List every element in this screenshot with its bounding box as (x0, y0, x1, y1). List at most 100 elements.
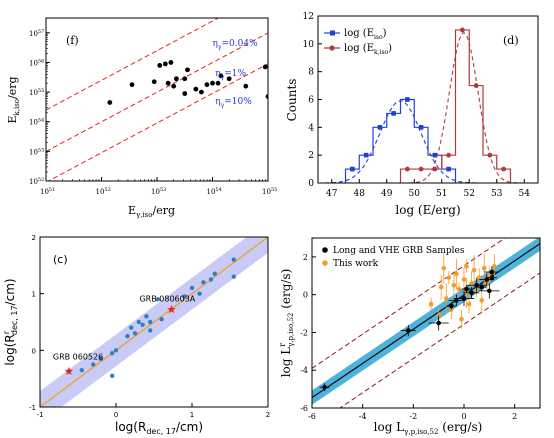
sample-point (489, 275, 495, 280)
y-tick-label: -1 (29, 404, 36, 412)
bar-marker (350, 166, 355, 172)
sample-point (484, 277, 490, 282)
tick-base: 10 (29, 119, 38, 127)
x-tick-label: -4 (359, 412, 367, 421)
panel-g-xlabel-tail: (erg/s) (438, 420, 482, 434)
x-tick-label: 48 (354, 189, 366, 199)
panel-f-plot-area (46, 18, 268, 181)
data-point (148, 319, 153, 325)
x-tick-label: 1052 (96, 187, 111, 196)
x-tick-label: 2 (266, 411, 270, 419)
data-point (197, 291, 202, 296)
tick-base: 10 (29, 59, 38, 67)
this-work-point (461, 277, 467, 282)
bar-marker (377, 125, 383, 130)
panel-d-axes: 47 48 49 50 51 52 53 54 0 2 4 6 8 10 12 (303, 12, 531, 199)
panel-g-xlabel-sub: γ,p,iso,52 (404, 428, 438, 436)
sample-point (489, 269, 495, 275)
this-work-point (476, 275, 482, 280)
y-tick-label: 12 (303, 12, 314, 22)
panel-d: (d) 47 48 49 50 51 52 53 54 0 2 4 6 8 10 12 log (Eiso)… (285, 12, 539, 217)
x-tick-label: 47 (326, 189, 338, 199)
this-work-point (464, 264, 469, 269)
this-work-point (471, 267, 477, 273)
y-tick-label: 1052 (29, 177, 44, 186)
tick-base: 10 (29, 89, 38, 97)
efficiency-label-2: ηγ=10% (215, 97, 252, 109)
sample-point (436, 320, 441, 326)
data-point (165, 80, 171, 86)
tick-base: 10 (40, 188, 49, 196)
tick-exp: 54 (38, 118, 44, 124)
this-work-point (456, 286, 462, 292)
legend-kiso-tail: ) (388, 43, 392, 54)
data-point (199, 89, 204, 95)
sample-point (464, 286, 469, 292)
x-tick-label: 54 (519, 189, 531, 199)
data-point (189, 285, 195, 291)
data-point (182, 91, 188, 96)
tick-base: 10 (29, 178, 38, 186)
panel-c: (c) GRB 060526 GRB 080603A -1 0 1 2 -1 0 1 2 log(… (2, 234, 270, 436)
panel-c-ylabel-tail: /cm) (3, 278, 17, 305)
panel-c-ylabel-sup: r (2, 330, 11, 334)
data-point (231, 274, 236, 279)
fit-line (40, 237, 268, 407)
y-tick-label: 1 (32, 291, 36, 299)
histogram-series-1 (399, 29, 512, 183)
tick-exp: 55 (271, 187, 277, 193)
data-point (174, 76, 179, 82)
y-tick-label: 2 (308, 151, 314, 161)
legend-long-text: Long and VHE GRB Samples (333, 246, 465, 256)
sample-point (405, 328, 411, 333)
tick-exp: 52 (104, 187, 110, 193)
data-point (107, 100, 113, 105)
x-tick-label: 1 (190, 411, 194, 419)
data-point (79, 367, 85, 373)
panel-c-axes: GRB 060526 GRB 080603A -1 0 1 2 -1 0 1 2 (29, 234, 270, 419)
panel-f-label: (f) (66, 34, 79, 47)
legend-thiswork-marker (322, 260, 328, 266)
panel-f-xlabel-main: E (128, 204, 136, 217)
y-tick-label: 1053 (29, 147, 44, 156)
legend-kiso-text: log (Ek,iso) (344, 43, 392, 56)
data-point (151, 79, 157, 85)
y-tick-label: 1056 (29, 58, 44, 67)
panel-f-axes: ηγ=0.04%ηγ=1%ηγ=10%1051 1052 1053 1054 10551… (29, 29, 277, 196)
this-work-point (451, 282, 457, 288)
efficiency-line-1 (46, 32, 268, 152)
bar-marker (446, 166, 451, 172)
data-point (144, 314, 149, 319)
y-tick-label: 1055 (29, 88, 44, 97)
tick-exp: 52 (38, 177, 44, 183)
panel-c-plot-area (40, 237, 268, 407)
bar-marker (459, 27, 465, 33)
efficiency-label-sub: γ (221, 74, 225, 81)
efficiency-label-main: η (215, 69, 220, 79)
data-point (208, 277, 214, 282)
data-point (265, 94, 268, 99)
panel-g-plot-area (312, 238, 540, 408)
panel-c-xlabel-sub: dec, 17 (146, 427, 176, 436)
panel-g-ylabel-sub: γ,p,iso,52 (287, 313, 295, 347)
panel-c-xlabel-main: log(R (115, 420, 146, 434)
bar-marker (404, 166, 410, 172)
this-work-point (469, 281, 474, 286)
tick-exp: 51 (49, 187, 55, 193)
legend-iso-tail: ) (383, 28, 387, 39)
panel-c-label: (c) (53, 253, 68, 266)
sample-point (469, 290, 474, 296)
data-point (182, 76, 188, 82)
sample-point (474, 282, 479, 288)
sample-point (449, 303, 454, 309)
panel-d-legend: log (Eiso) log (Ek,iso) (324, 28, 392, 56)
y-tick-label: 6 (308, 96, 314, 106)
y-tick-label: 2 (32, 234, 36, 242)
y-tick-label: 4 (308, 123, 314, 133)
panel-f: (f) ηγ=0.04%ηγ=1%ηγ=10%1051 1052 1053 1054 1… (6, 17, 277, 219)
data-point (91, 362, 96, 367)
legend-iso-marker (330, 30, 335, 36)
data-point (215, 80, 221, 86)
bar-marker (418, 166, 424, 172)
x-tick-label: 0 (461, 412, 466, 421)
